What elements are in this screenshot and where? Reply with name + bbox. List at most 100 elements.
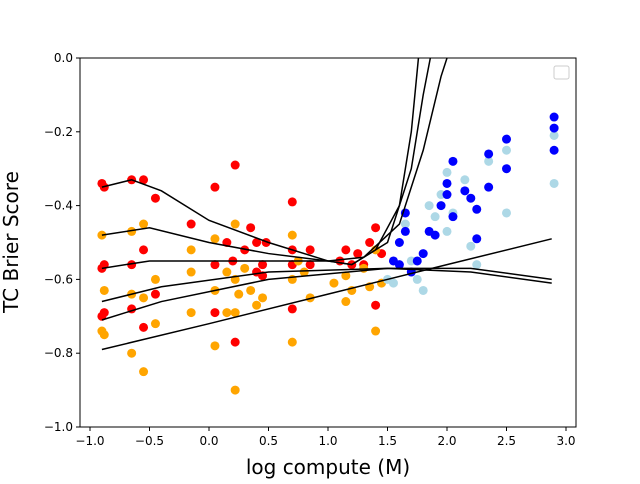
point [252, 238, 262, 247]
point [442, 226, 452, 236]
x-axis-label: log compute (M) [246, 455, 410, 479]
x-tick-label: 1.0 [318, 434, 337, 448]
point [448, 156, 458, 166]
point [442, 167, 452, 177]
point [341, 271, 351, 281]
y-tick-label: −0.2 [44, 125, 73, 139]
point [139, 175, 149, 185]
x-tick-label: 3.0 [556, 434, 575, 448]
point [230, 160, 240, 170]
point [222, 267, 232, 277]
point [150, 274, 160, 284]
x-tick-label: −1.0 [75, 434, 104, 448]
y-axis-label: TC Brier Score [0, 171, 23, 314]
point [418, 285, 428, 295]
point [400, 219, 410, 229]
point [210, 182, 220, 192]
point [394, 238, 404, 247]
y-tick-label: −0.8 [44, 346, 73, 360]
point [466, 193, 476, 203]
point [258, 260, 268, 270]
point [436, 201, 446, 211]
point [371, 300, 381, 310]
point [460, 175, 470, 185]
point [472, 260, 482, 270]
line [101, 58, 432, 266]
y-tick-label: −0.6 [44, 272, 73, 286]
point [150, 289, 160, 299]
y-tick-label: −1.0 [44, 420, 73, 434]
point [139, 219, 149, 229]
point [230, 385, 240, 395]
y-tick-label: 0.0 [54, 51, 73, 65]
point [502, 164, 512, 174]
point [258, 293, 268, 303]
x-tick-label: 0.5 [259, 434, 278, 448]
point [472, 204, 482, 214]
point [287, 230, 297, 240]
point [394, 260, 404, 270]
point [287, 304, 297, 314]
point [139, 245, 149, 255]
line [101, 267, 552, 321]
point [230, 337, 240, 347]
point [186, 219, 196, 229]
x-tick-label: 1.5 [378, 434, 397, 448]
point [210, 308, 220, 318]
x-tick-label: −0.5 [135, 434, 164, 448]
point [139, 293, 149, 303]
point [150, 193, 160, 203]
point [299, 267, 309, 277]
point [99, 285, 109, 295]
point [412, 274, 422, 284]
point [210, 260, 220, 270]
line [101, 58, 448, 270]
point [210, 341, 220, 351]
point [549, 145, 559, 155]
point [502, 208, 512, 218]
legend [553, 65, 570, 80]
point [341, 297, 351, 307]
point [127, 348, 137, 358]
point [448, 212, 458, 222]
point [400, 226, 410, 236]
point [371, 223, 381, 233]
point [99, 308, 109, 318]
point [353, 249, 363, 259]
point [240, 263, 250, 273]
point [234, 289, 244, 299]
point [186, 245, 196, 255]
x-tick-label: 0.0 [199, 434, 218, 448]
point [329, 278, 339, 288]
point [99, 330, 109, 340]
point [388, 278, 398, 288]
line [101, 267, 552, 303]
point [186, 267, 196, 277]
point [418, 249, 428, 259]
point [502, 145, 512, 155]
point [139, 322, 149, 332]
point [472, 234, 482, 244]
point [502, 134, 512, 144]
point [430, 212, 440, 222]
point [442, 190, 452, 200]
point [549, 123, 559, 133]
point [484, 156, 494, 166]
point [549, 178, 559, 188]
point [230, 219, 240, 229]
point [246, 285, 256, 295]
point [430, 230, 440, 240]
point [127, 226, 137, 236]
point [549, 130, 559, 140]
point [305, 260, 315, 270]
point [460, 186, 470, 196]
point [252, 300, 262, 310]
point [127, 260, 137, 270]
point [484, 182, 494, 192]
point [365, 238, 375, 247]
point [230, 308, 240, 318]
point [210, 234, 220, 244]
